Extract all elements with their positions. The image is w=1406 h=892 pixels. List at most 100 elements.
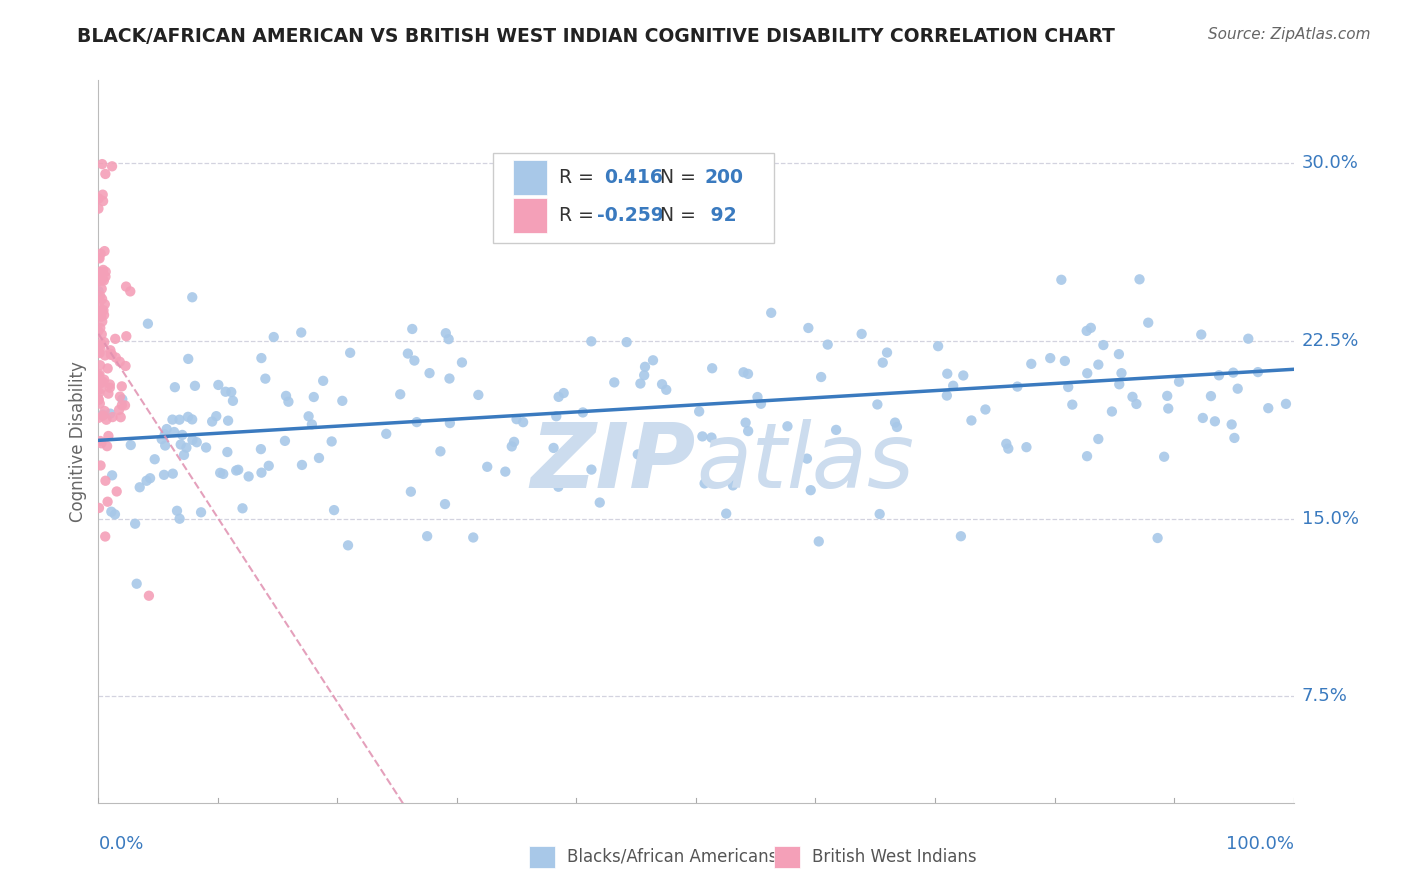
Point xyxy=(150,432,173,446)
Point xyxy=(90,336,112,351)
Point xyxy=(87,368,110,383)
Point xyxy=(505,412,527,426)
Point xyxy=(89,341,111,355)
Point xyxy=(1111,366,1133,380)
Point xyxy=(302,390,325,404)
Point xyxy=(89,397,111,411)
Point xyxy=(700,431,723,445)
Point xyxy=(501,439,523,453)
Point xyxy=(91,273,114,287)
Point xyxy=(724,472,747,486)
Point xyxy=(89,376,111,391)
Point xyxy=(89,358,111,372)
Point xyxy=(120,285,142,299)
Point xyxy=(87,344,110,359)
Point xyxy=(87,392,110,406)
Text: N =: N = xyxy=(661,206,702,225)
Point xyxy=(927,339,949,353)
Point xyxy=(596,474,619,488)
Point xyxy=(935,388,957,402)
Point xyxy=(734,416,756,430)
Point xyxy=(89,434,111,448)
Point xyxy=(405,415,427,429)
Point xyxy=(138,589,160,603)
Point xyxy=(429,444,451,458)
Point xyxy=(1101,404,1123,418)
Point xyxy=(308,450,330,465)
Point xyxy=(108,390,131,404)
Point xyxy=(437,332,460,346)
Point xyxy=(886,420,908,434)
Point xyxy=(89,289,111,303)
Point xyxy=(942,378,965,392)
Point xyxy=(91,157,114,171)
Point xyxy=(547,480,569,494)
Point xyxy=(434,326,457,341)
Point xyxy=(1156,389,1178,403)
Text: 92: 92 xyxy=(704,206,737,225)
Point xyxy=(721,478,744,492)
Point xyxy=(89,308,111,322)
Point xyxy=(1191,411,1213,425)
FancyBboxPatch shape xyxy=(494,153,773,243)
Point xyxy=(1222,366,1244,380)
Point xyxy=(87,340,110,354)
Point xyxy=(817,337,839,351)
Point xyxy=(212,467,235,481)
Point xyxy=(93,404,115,418)
Point xyxy=(960,413,983,427)
Point xyxy=(399,484,422,499)
Point xyxy=(547,390,569,404)
Point xyxy=(91,314,114,328)
Text: atlas: atlas xyxy=(696,419,914,508)
Point xyxy=(181,290,204,304)
Point xyxy=(312,374,335,388)
Text: 200: 200 xyxy=(704,169,744,187)
Point xyxy=(494,465,516,479)
Point xyxy=(581,334,603,349)
Point xyxy=(128,480,150,494)
Y-axis label: Cognitive Disability: Cognitive Disability xyxy=(69,361,87,522)
Point xyxy=(125,576,148,591)
Point xyxy=(339,346,361,360)
Point xyxy=(463,531,485,545)
Point xyxy=(169,412,191,426)
Text: 22.5%: 22.5% xyxy=(1302,332,1360,350)
Point xyxy=(93,244,115,259)
Point xyxy=(108,355,131,369)
Point xyxy=(737,424,759,438)
Text: R =: R = xyxy=(558,169,599,187)
Point xyxy=(810,370,832,384)
Point xyxy=(1121,390,1143,404)
Text: Blacks/African Americans: Blacks/African Americans xyxy=(567,848,778,866)
Point xyxy=(776,419,799,434)
Point xyxy=(1247,365,1270,379)
Point xyxy=(90,327,112,342)
Point xyxy=(512,415,534,429)
Text: 7.5%: 7.5% xyxy=(1302,687,1348,706)
Point xyxy=(89,252,111,266)
Point xyxy=(1050,273,1073,287)
Point xyxy=(995,437,1018,451)
Point xyxy=(375,426,398,441)
Point xyxy=(603,376,626,390)
Point xyxy=(749,397,772,411)
Point xyxy=(93,274,115,288)
Point xyxy=(419,366,441,380)
Text: Source: ZipAtlas.com: Source: ZipAtlas.com xyxy=(1208,27,1371,42)
Point xyxy=(91,408,114,422)
Point xyxy=(231,501,253,516)
Point xyxy=(89,321,111,335)
Point xyxy=(162,412,184,426)
Text: BLACK/AFRICAN AMERICAN VS BRITISH WEST INDIAN COGNITIVE DISABILITY CORRELATION C: BLACK/AFRICAN AMERICAN VS BRITISH WEST I… xyxy=(77,27,1115,45)
Point xyxy=(321,434,343,449)
FancyBboxPatch shape xyxy=(529,847,555,868)
Point xyxy=(277,394,299,409)
Point xyxy=(114,359,136,373)
Text: ZIP: ZIP xyxy=(530,419,696,508)
Point xyxy=(90,458,112,473)
Point xyxy=(974,402,997,417)
Point xyxy=(176,441,198,455)
Point xyxy=(87,297,110,311)
Point xyxy=(1039,351,1062,365)
